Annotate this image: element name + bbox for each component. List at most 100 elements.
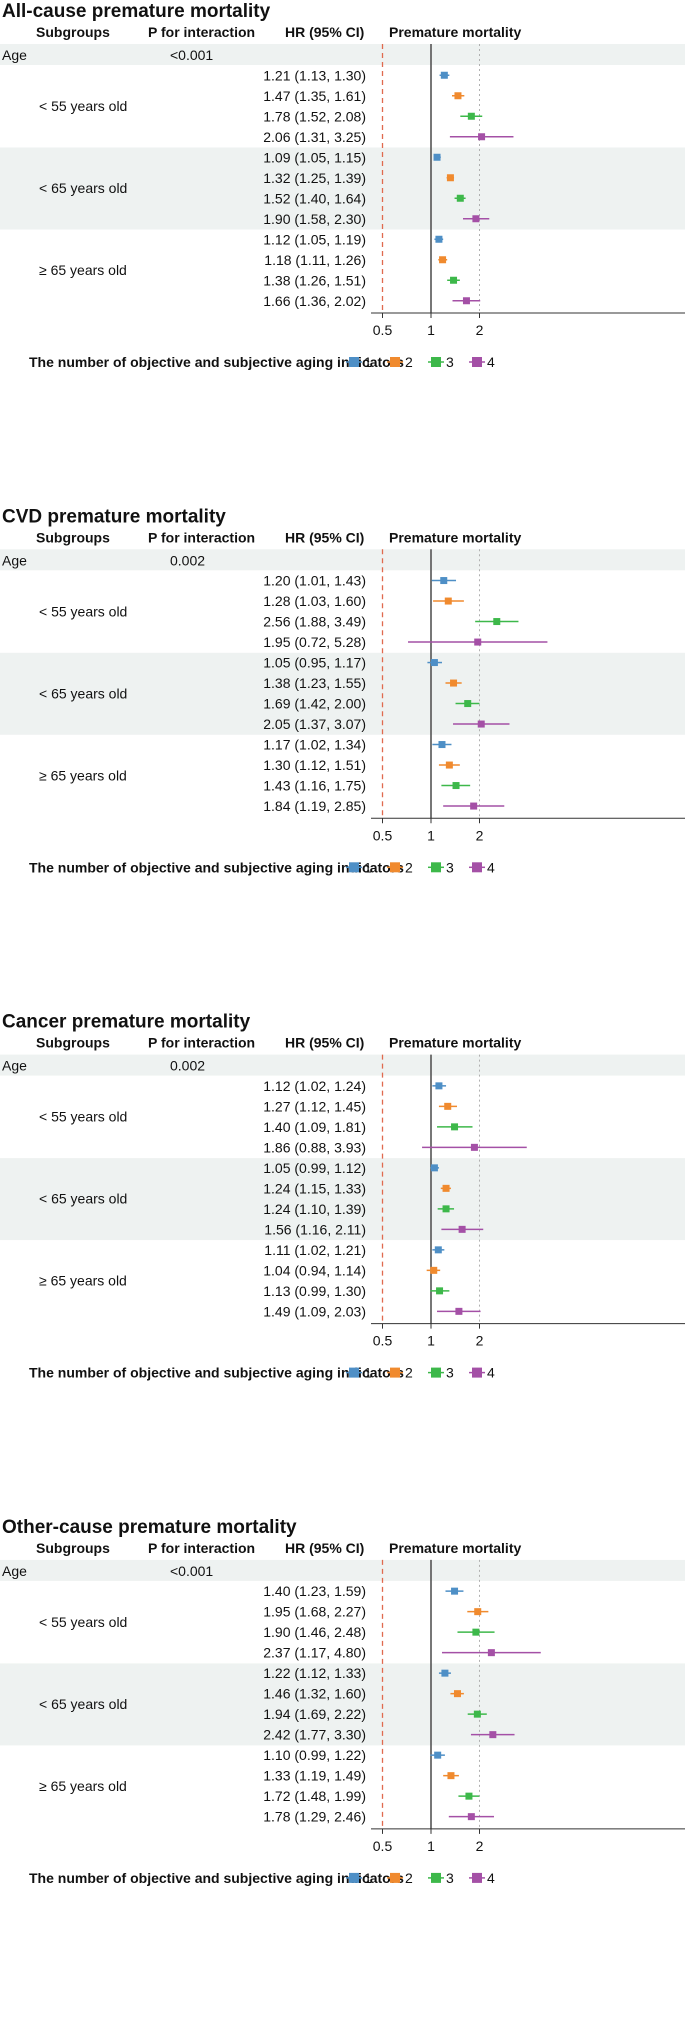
header-subgroups: Subgroups	[36, 1035, 110, 1051]
header-hr: HR (95% CI)	[285, 1035, 364, 1051]
hr-point-4	[489, 1731, 497, 1739]
hr-ci-text: 1.43 (1.16, 1.75)	[263, 778, 366, 794]
hr-ci-text: 1.09 (1.05, 1.15)	[263, 149, 366, 165]
legend-label-4: 4	[487, 354, 495, 370]
hr-point-1	[433, 153, 441, 161]
hr-point-4	[458, 1225, 466, 1233]
legend-title: The number of objective and subjective a…	[29, 1365, 404, 1381]
hr-point-2	[439, 256, 447, 264]
header-hr: HR (95% CI)	[285, 529, 364, 545]
legend-swatch-2	[390, 1367, 400, 1378]
forest-panel-2: CVD premature mortality Subgroups P for in…	[0, 506, 685, 875]
hr-ci-text: 1.22 (1.12, 1.33)	[263, 1665, 366, 1681]
hr-ci-text: 1.20 (1.01, 1.43)	[263, 573, 366, 589]
subgroup-label: < 65 years old	[39, 180, 127, 196]
hr-ci-text: 1.12 (1.02, 1.24)	[263, 1078, 366, 1094]
hr-point-3	[456, 194, 464, 202]
legend-label-2: 2	[405, 859, 413, 875]
x-tick-label: 2	[476, 827, 484, 843]
legend-swatch-2	[390, 1872, 400, 1883]
hr-ci-text: 1.90 (1.46, 2.48)	[263, 1624, 366, 1640]
subgroup-label: ≥ 65 years old	[39, 1273, 127, 1289]
header-plot: Premature mortality	[389, 24, 521, 40]
hr-ci-text: 1.78 (1.29, 2.46)	[263, 1809, 366, 1825]
hr-point-3	[442, 1205, 450, 1213]
hr-ci-text: 1.84 (1.19, 2.85)	[263, 798, 366, 814]
legend-swatch-4	[472, 862, 482, 873]
hr-ci-text: 2.56 (1.88, 3.49)	[263, 614, 366, 630]
header-hr: HR (95% CI)	[285, 24, 364, 40]
hr-point-4	[455, 1307, 463, 1315]
legend-label-2: 2	[405, 354, 413, 370]
hr-point-4	[472, 215, 480, 223]
hr-ci-text: 1.90 (1.58, 2.30)	[263, 211, 366, 227]
hr-point-2	[474, 1608, 482, 1616]
panel-title: All-cause premature mortality	[2, 1, 271, 22]
hr-ci-text: 1.38 (1.23, 1.55)	[263, 675, 366, 691]
group-band	[0, 1663, 685, 1746]
legend-swatch-1	[349, 1367, 359, 1378]
hr-point-2	[450, 679, 458, 687]
hr-point-1	[435, 235, 443, 243]
hr-ci-text: 1.56 (1.16, 2.11)	[264, 1221, 366, 1237]
x-tick-label: 0.5	[373, 1838, 393, 1854]
header-p-interaction: P for interaction	[148, 24, 255, 40]
hr-ci-text: 1.66 (1.36, 2.02)	[263, 293, 366, 309]
hr-point-4	[487, 1649, 495, 1657]
group-band	[0, 147, 685, 230]
hr-point-1	[440, 577, 448, 585]
x-tick-label: 0.5	[373, 827, 393, 843]
x-tick-label: 1	[427, 1838, 435, 1854]
header-subgroups: Subgroups	[36, 24, 110, 40]
hr-ci-text: 1.05 (0.95, 1.17)	[263, 655, 366, 671]
hr-ci-text: 1.46 (1.32, 1.60)	[263, 1686, 366, 1702]
x-tick-label: 2	[476, 1333, 484, 1349]
panel-title: Cancer premature mortality	[2, 1012, 251, 1033]
x-tick-label: 0.5	[373, 322, 393, 338]
legend-label-3: 3	[446, 1870, 454, 1886]
forest-panel-4: Other-cause premature mortality Subgroups…	[0, 1517, 685, 1886]
hr-point-3	[451, 1123, 459, 1131]
age-row-band	[0, 549, 685, 571]
subgroup-label: < 65 years old	[39, 1191, 127, 1207]
subgroup-label: ≥ 65 years old	[39, 767, 127, 783]
hr-point-2	[454, 92, 462, 100]
hr-ci-text: 1.10 (0.99, 1.22)	[263, 1747, 366, 1763]
legend-label-1: 1	[364, 1365, 372, 1381]
subgroup-label: < 55 years old	[39, 603, 127, 619]
legend-label-4: 4	[487, 1365, 495, 1381]
legend-swatch-3	[431, 1872, 441, 1883]
hr-point-1	[440, 71, 448, 79]
p-interaction-value: <0.001	[170, 1563, 213, 1579]
x-tick-label: 1	[427, 827, 435, 843]
legend-swatch-3	[431, 1367, 441, 1378]
subgroup-label: ≥ 65 years old	[39, 262, 127, 278]
hr-ci-text: 1.52 (1.40, 1.64)	[263, 190, 366, 206]
legend-label-3: 3	[446, 1365, 454, 1381]
header-plot: Premature mortality	[389, 1035, 521, 1051]
hr-ci-text: 1.24 (1.15, 1.33)	[263, 1180, 366, 1196]
legend-label-2: 2	[405, 1365, 413, 1381]
hr-ci-text: 1.72 (1.48, 1.99)	[263, 1788, 366, 1804]
hr-point-2	[445, 761, 453, 769]
hr-ci-text: 1.69 (1.42, 2.00)	[263, 696, 366, 712]
hr-ci-text: 1.47 (1.35, 1.61)	[263, 88, 366, 104]
hr-ci-text: 2.37 (1.17, 4.80)	[263, 1645, 366, 1661]
hr-point-3	[493, 618, 501, 626]
hr-ci-text: 1.30 (1.12, 1.51)	[263, 757, 366, 773]
hr-ci-text: 1.86 (0.88, 3.93)	[263, 1139, 366, 1155]
panel-title: Other-cause premature mortality	[2, 1517, 297, 1538]
header-plot: Premature mortality	[389, 1540, 521, 1556]
header-hr: HR (95% CI)	[285, 1540, 364, 1556]
hr-ci-text: 1.13 (0.99, 1.30)	[263, 1283, 366, 1299]
hr-ci-text: 1.40 (1.09, 1.81)	[263, 1119, 366, 1135]
group-band	[0, 1158, 685, 1241]
legend-swatch-1	[349, 357, 359, 367]
legend-title: The number of objective and subjective a…	[29, 1870, 404, 1886]
hr-point-4	[462, 297, 470, 305]
hr-point-1	[430, 659, 438, 667]
age-row-band	[0, 1054, 685, 1076]
p-interaction-value: 0.002	[170, 552, 205, 568]
x-tick-label: 2	[476, 1838, 484, 1854]
